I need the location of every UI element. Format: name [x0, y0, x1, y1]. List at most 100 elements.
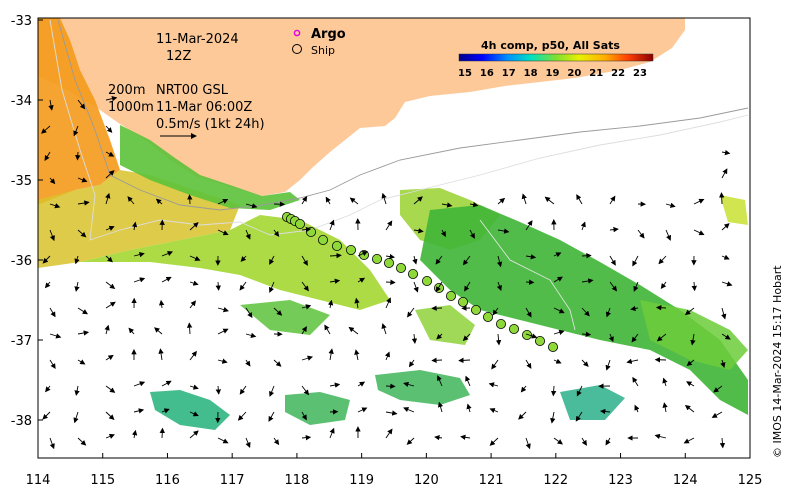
- current-arrow: [77, 177, 88, 183]
- current-arrow: [384, 351, 390, 361]
- current-arrow: [75, 151, 81, 161]
- contour-200m: [57, 19, 749, 211]
- current-arrow: [609, 281, 618, 292]
- ship-label: Ship: [311, 44, 335, 57]
- current-arrow: [581, 359, 589, 367]
- current-arrow: [665, 229, 672, 241]
- current-arrow: [105, 385, 116, 393]
- current-arrow: [693, 198, 705, 205]
- contour-deep: [479, 219, 576, 331]
- current-arrow: [269, 255, 275, 265]
- current-arrow: [605, 437, 611, 446]
- current-arrow: [518, 411, 527, 420]
- current-arrow: [217, 198, 229, 205]
- current-arrow: [154, 327, 163, 335]
- current-arrow: [633, 281, 639, 292]
- ship-position-marker: [457, 296, 468, 307]
- current-arrow: [105, 170, 115, 179]
- credit-label: © IMOS 14-Mar-2024 15:17 Hobart: [771, 265, 784, 458]
- current-arrow: [719, 437, 726, 449]
- current-arrow: [609, 255, 616, 266]
- current-arrow: [105, 301, 116, 309]
- ship-position-marker: [345, 244, 356, 255]
- y-tick-label: -34: [11, 94, 32, 109]
- current-arrow: [721, 333, 731, 340]
- current-arrow: [105, 125, 113, 133]
- ship-position-marker: [508, 323, 519, 334]
- current-arrow: [245, 359, 251, 367]
- sst-warm-band: [38, 18, 120, 205]
- current-arrow: [301, 385, 310, 396]
- current-arrow: [550, 411, 556, 424]
- current-arrow: [45, 385, 51, 393]
- current-arrow: [553, 329, 565, 335]
- current-arrow: [49, 437, 55, 450]
- current-arrow: [217, 307, 229, 313]
- current-arrow: [77, 99, 86, 110]
- current-arrow: [684, 307, 695, 316]
- current-arrow: [525, 359, 532, 369]
- ship-position-marker: [407, 268, 418, 279]
- current-arrow: [413, 228, 424, 234]
- current-arrow: [269, 281, 275, 293]
- colorbar-tick-label: 21: [589, 68, 603, 79]
- sst-main-body: [38, 215, 390, 310]
- current-arrow: [690, 333, 696, 346]
- current-arrow: [631, 333, 639, 343]
- colorbar-tick-label: 23: [633, 68, 647, 79]
- x-tick-label: 119: [349, 473, 374, 488]
- ship-position-marker: [548, 341, 559, 352]
- current-arrow: [720, 359, 726, 368]
- current-arrow: [435, 255, 443, 265]
- current-arrow: [412, 255, 418, 265]
- current-arrow: [496, 281, 502, 291]
- current-arrow: [576, 385, 583, 397]
- current-arrow: [460, 434, 471, 440]
- x-tick-label: 124: [673, 473, 698, 488]
- current-arrow: [684, 404, 695, 413]
- date-label: 11-Mar-2024: [156, 32, 239, 47]
- ship-position-marker: [305, 226, 316, 237]
- current-arrow: [77, 200, 90, 206]
- current-arrow: [245, 332, 257, 338]
- sst-small-patch-ne: [720, 195, 748, 225]
- current-arrow: [329, 252, 342, 259]
- current-arrow: [245, 437, 251, 448]
- current-arrow: [581, 331, 592, 338]
- current-arrow: [133, 381, 146, 387]
- current-arrow: [385, 297, 392, 309]
- current-arrow: [354, 297, 360, 309]
- x-tick-label: 121: [479, 473, 504, 488]
- current-arrow: [581, 278, 594, 284]
- current-arrow: [77, 437, 87, 446]
- current-arrow: [357, 381, 366, 387]
- current-arrow: [495, 333, 502, 346]
- x-tick-label: 125: [738, 473, 763, 488]
- current-arrow: [385, 279, 396, 285]
- current-arrow: [301, 255, 308, 266]
- current-arrow: [44, 151, 51, 162]
- colorbar-tick-label: 22: [611, 68, 625, 79]
- current-arrow: [491, 359, 499, 370]
- current-arrow: [49, 359, 56, 370]
- current-arrow: [458, 357, 471, 364]
- colorbar-tick-label: 15: [458, 68, 472, 79]
- current-arrow: [215, 281, 221, 291]
- current-arrow: [301, 226, 312, 233]
- current-arrow: [161, 251, 174, 257]
- ship-position-marker: [395, 262, 406, 273]
- current-arrow: [520, 385, 527, 393]
- current-arrow: [553, 252, 562, 258]
- current-arrow: [349, 197, 359, 205]
- current-arrow: [575, 411, 583, 422]
- current-arrow: [544, 196, 555, 205]
- current-arrow: [632, 255, 639, 267]
- current-arrow: [354, 349, 360, 361]
- current-arrow: [74, 385, 80, 396]
- current-arrow: [239, 281, 247, 291]
- current-arrow: [301, 281, 309, 292]
- current-arrow: [497, 197, 506, 205]
- sst-south-patch-5: [240, 300, 330, 335]
- current-arrow: [49, 333, 62, 339]
